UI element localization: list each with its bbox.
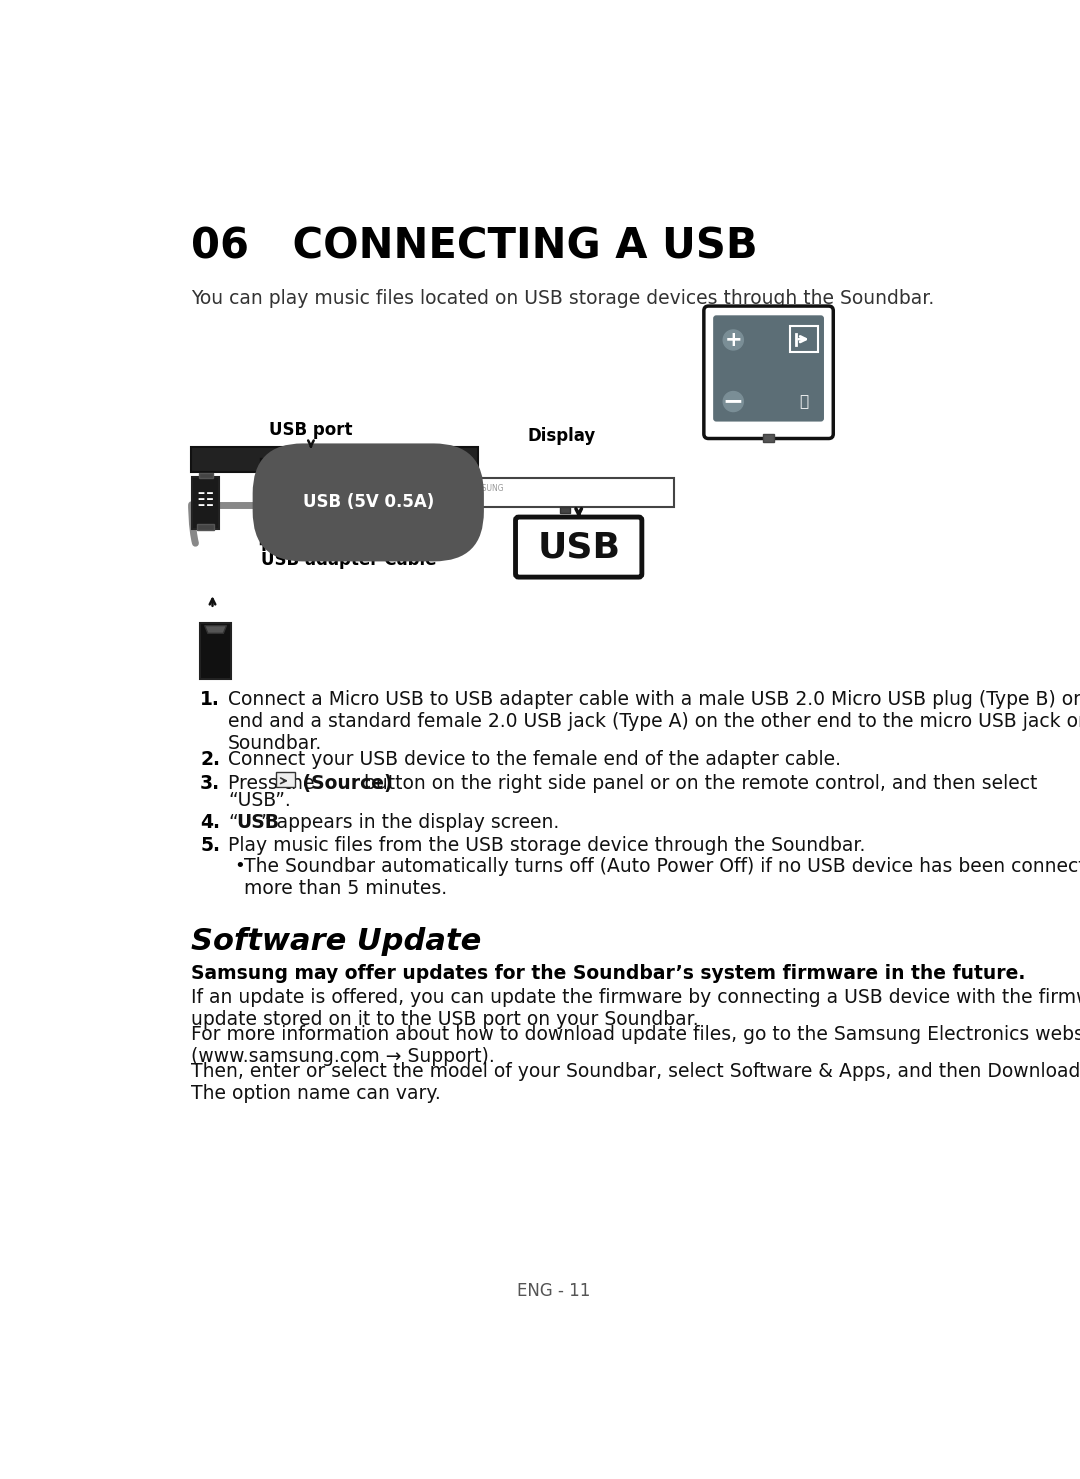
Text: 5.: 5. xyxy=(200,836,220,855)
Text: USB (5V 0.5A): USB (5V 0.5A) xyxy=(302,494,434,512)
FancyBboxPatch shape xyxy=(199,473,213,478)
Text: Micro USB to: Micro USB to xyxy=(261,537,382,555)
Text: Samsung may offer updates for the Soundbar’s system firmware in the future.: Samsung may offer updates for the Soundb… xyxy=(191,964,1025,982)
Text: The Soundbar automatically turns off (Auto Power Off) if no USB device has been : The Soundbar automatically turns off (Au… xyxy=(243,858,1080,898)
FancyBboxPatch shape xyxy=(197,524,214,529)
Text: ENG - 11: ENG - 11 xyxy=(517,1282,590,1300)
Circle shape xyxy=(724,330,743,351)
FancyBboxPatch shape xyxy=(191,447,477,472)
Text: Play music files from the USB storage device through the Soundbar.: Play music files from the USB storage de… xyxy=(228,836,865,855)
Text: USB: USB xyxy=(235,813,279,831)
Text: ⏻: ⏻ xyxy=(799,393,809,410)
FancyBboxPatch shape xyxy=(789,325,818,352)
Text: +: + xyxy=(725,330,742,351)
FancyBboxPatch shape xyxy=(276,772,295,787)
Circle shape xyxy=(724,392,743,411)
Text: 3.: 3. xyxy=(200,774,220,793)
FancyBboxPatch shape xyxy=(713,315,824,422)
FancyBboxPatch shape xyxy=(200,623,231,679)
Text: You can play music files located on USB storage devices through the Soundbar.: You can play music files located on USB … xyxy=(191,288,934,308)
Text: USB port: USB port xyxy=(269,422,353,439)
Text: For more information about how to download update files, go to the Samsung Elect: For more information about how to downlo… xyxy=(191,1025,1080,1066)
Text: 06   CONNECTING A USB: 06 CONNECTING A USB xyxy=(191,225,757,268)
FancyBboxPatch shape xyxy=(192,478,218,528)
Text: Software Update: Software Update xyxy=(191,927,481,955)
Circle shape xyxy=(318,458,321,461)
Text: Then, enter or select the model of your Soundbar, select Software & Apps, and th: Then, enter or select the model of your … xyxy=(191,1062,1080,1103)
Text: Connect your USB device to the female end of the adapter cable.: Connect your USB device to the female en… xyxy=(228,750,841,769)
Text: Connect a Micro USB to USB adapter cable with a male USB 2.0 Micro USB plug (Typ: Connect a Micro USB to USB adapter cable… xyxy=(228,689,1080,753)
Text: Press the: Press the xyxy=(228,774,321,793)
FancyBboxPatch shape xyxy=(704,306,834,438)
Text: 2.: 2. xyxy=(200,750,220,769)
FancyBboxPatch shape xyxy=(262,460,306,541)
Text: •: • xyxy=(234,858,245,876)
Text: If an update is offered, you can update the firmware by connecting a USB device : If an update is offered, you can update … xyxy=(191,988,1080,1029)
Circle shape xyxy=(399,458,402,461)
Text: USB adapter Cable: USB adapter Cable xyxy=(261,552,436,569)
Text: −: − xyxy=(723,389,744,414)
Text: SAMSUNG: SAMSUNG xyxy=(465,484,504,493)
Text: “: “ xyxy=(228,813,238,831)
Text: Display: Display xyxy=(527,427,595,445)
FancyBboxPatch shape xyxy=(261,458,424,543)
Text: “USB”.: “USB”. xyxy=(228,791,291,810)
FancyBboxPatch shape xyxy=(457,478,674,507)
Text: button on the right side panel or on the remote control, and then select: button on the right side panel or on the… xyxy=(359,774,1038,793)
Circle shape xyxy=(327,458,330,461)
Text: ☷: ☷ xyxy=(197,491,214,510)
FancyBboxPatch shape xyxy=(762,433,773,442)
FancyBboxPatch shape xyxy=(268,482,293,521)
FancyBboxPatch shape xyxy=(515,518,642,577)
FancyBboxPatch shape xyxy=(306,460,422,541)
Circle shape xyxy=(419,458,422,461)
Text: USB: USB xyxy=(537,529,620,563)
Text: 4.: 4. xyxy=(200,813,220,831)
Text: (Source): (Source) xyxy=(296,774,393,793)
Text: 1.: 1. xyxy=(201,689,220,708)
Circle shape xyxy=(337,458,340,461)
FancyBboxPatch shape xyxy=(561,507,570,513)
Text: ” appears in the display screen.: ” appears in the display screen. xyxy=(261,813,559,831)
Polygon shape xyxy=(205,626,227,633)
Circle shape xyxy=(408,458,411,461)
